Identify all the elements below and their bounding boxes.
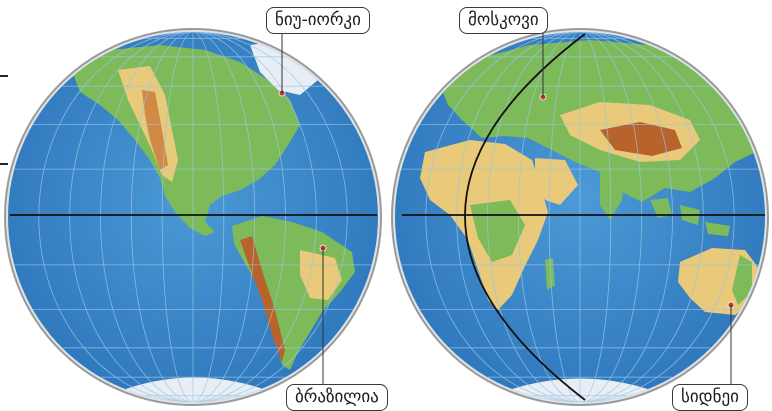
australia-east-coast xyxy=(732,255,752,305)
meridian-line xyxy=(130,32,256,402)
eastern-graticule xyxy=(401,32,759,402)
meridian-line xyxy=(517,32,643,402)
meridian-line xyxy=(161,32,225,402)
madagascar xyxy=(545,258,555,290)
indian-subcontinent xyxy=(600,170,625,220)
meridian-line xyxy=(487,32,673,402)
western-hemisphere xyxy=(4,28,382,406)
arabian-peninsula xyxy=(535,158,578,205)
antarctica-west xyxy=(110,377,280,402)
andes-mountains xyxy=(240,236,285,362)
meridian-line xyxy=(548,32,612,402)
meridian-line xyxy=(38,32,348,402)
sydney-label: სიდნეი xyxy=(672,384,748,411)
meridian-line xyxy=(69,32,317,402)
brasilia-label: ბრაზილია xyxy=(286,384,388,411)
moscow-label: მოსკოვი xyxy=(459,7,548,34)
meridian-line xyxy=(100,32,286,402)
southeast-asia-islands xyxy=(650,198,730,236)
meridian-line xyxy=(425,32,735,402)
rocky-mountains xyxy=(142,90,168,170)
great-circle-arc xyxy=(464,33,586,401)
new-york-label: ნიუ-იორკი xyxy=(266,7,370,34)
western-graticule xyxy=(14,32,372,402)
left-edge-tick-upper xyxy=(0,75,8,77)
left-edge-tick-lower xyxy=(0,163,8,165)
eastern-hemisphere xyxy=(391,28,769,406)
meridian-line xyxy=(456,32,704,402)
brazilian-highlands xyxy=(300,250,342,300)
south-america-landmass xyxy=(232,216,355,370)
